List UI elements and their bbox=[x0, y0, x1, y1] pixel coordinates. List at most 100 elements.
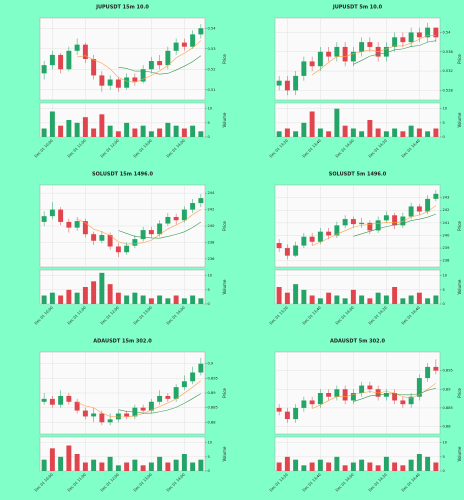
volume-bar bbox=[157, 128, 163, 137]
moving-average-line bbox=[312, 383, 437, 409]
volume-tick-label: 5 bbox=[208, 121, 210, 125]
volume-bar bbox=[140, 125, 146, 137]
y-tick-label: 0.528 bbox=[443, 88, 454, 92]
volume-bar bbox=[58, 295, 64, 304]
x-tick-label: Dec 01 14:40 bbox=[401, 472, 421, 492]
volume-bar bbox=[425, 456, 431, 471]
candle-body bbox=[416, 378, 422, 397]
x-tick-label: Dec 01 14:20 bbox=[368, 305, 388, 325]
moving-average-line bbox=[77, 380, 202, 418]
y-tick-label: 239 bbox=[443, 246, 451, 250]
x-tick-label: Dec 01 14:40 bbox=[401, 305, 421, 325]
volume-bar bbox=[416, 128, 422, 137]
volume-bar bbox=[375, 292, 381, 304]
candle-body bbox=[198, 28, 204, 35]
volume-axis-label: Volume bbox=[222, 446, 227, 461]
candle-body bbox=[383, 393, 389, 397]
volume-bar bbox=[41, 128, 47, 137]
volume-tick-label: 10 bbox=[208, 441, 213, 445]
candle-body bbox=[416, 32, 422, 38]
candle-body bbox=[350, 51, 356, 62]
candle-body bbox=[392, 215, 398, 226]
candle-body bbox=[293, 407, 299, 420]
volume-bar bbox=[408, 459, 414, 471]
volume-bar bbox=[165, 462, 171, 471]
candle-body bbox=[326, 231, 332, 236]
volume-bar bbox=[181, 298, 187, 304]
candle-body bbox=[276, 80, 282, 86]
volume-bar bbox=[115, 131, 121, 137]
candle-body bbox=[132, 77, 138, 82]
volume-axis-label: Volume bbox=[457, 446, 462, 461]
volume-bar bbox=[132, 128, 138, 137]
moving-average-line bbox=[353, 40, 436, 65]
candle-body bbox=[198, 363, 204, 373]
volume-bar bbox=[99, 272, 105, 304]
candle-body bbox=[400, 400, 406, 405]
x-tick-label: Dec 01 14:00 bbox=[335, 138, 355, 158]
volume-tick-label: 5 bbox=[208, 288, 210, 292]
y-axis-label: Price bbox=[222, 54, 227, 64]
volume-bar bbox=[425, 131, 431, 137]
x-tick-label: Dec 01 14:40 bbox=[401, 138, 421, 158]
volume-bar bbox=[82, 117, 88, 137]
volume-bar bbox=[41, 295, 47, 304]
chart-title: SOLUSDT 15m 1496.0 bbox=[92, 172, 154, 178]
candle-body bbox=[433, 27, 439, 38]
y-tick-label: 0.885 bbox=[208, 406, 218, 410]
candle-body bbox=[293, 245, 299, 256]
volume-bar bbox=[66, 289, 72, 304]
volume-bar bbox=[375, 465, 381, 471]
volume-bar bbox=[359, 459, 365, 471]
x-tick-label: Dec 01 11:00 bbox=[67, 138, 87, 158]
volume-bar bbox=[49, 448, 55, 471]
moving-average-line bbox=[312, 205, 437, 246]
y-tick-label: 238 bbox=[443, 259, 451, 263]
candle-body bbox=[74, 44, 80, 51]
chart-title: JUPUSDT 15m 10.0 bbox=[95, 5, 149, 11]
candle-body bbox=[99, 235, 105, 241]
volume-bar bbox=[173, 125, 179, 137]
volume-bar bbox=[198, 131, 204, 137]
volume-bar bbox=[74, 292, 80, 304]
candle-body bbox=[173, 216, 179, 221]
volume-bar bbox=[91, 128, 97, 137]
candle-body bbox=[58, 395, 64, 405]
y-tick-label: 241 bbox=[443, 221, 450, 225]
candle-body bbox=[400, 216, 406, 226]
candle-body bbox=[334, 225, 340, 236]
candle-body bbox=[367, 42, 373, 47]
volume-panel bbox=[39, 269, 206, 305]
candle-body bbox=[124, 413, 130, 417]
candle-body bbox=[400, 37, 406, 43]
candle-body bbox=[124, 77, 130, 88]
volume-bar bbox=[124, 122, 130, 137]
y-tick-label: 0.885 bbox=[443, 406, 453, 410]
volume-bar bbox=[49, 111, 55, 137]
volume-bar bbox=[132, 459, 138, 471]
volume-bar bbox=[317, 298, 323, 304]
moving-average-line bbox=[353, 213, 436, 237]
candle-body bbox=[173, 387, 179, 399]
volume-tick-label: 0 bbox=[208, 135, 211, 139]
volume-bar bbox=[375, 128, 381, 137]
x-tick-label: Dec 01 10:00 bbox=[34, 138, 54, 158]
candle-body bbox=[181, 209, 187, 221]
volume-bar bbox=[433, 295, 439, 304]
candle-body bbox=[359, 42, 365, 52]
candle-body bbox=[140, 230, 146, 240]
candle-body bbox=[82, 44, 88, 59]
candle-body bbox=[309, 61, 315, 67]
volume-bar bbox=[284, 128, 290, 137]
volume-axis-label: Volume bbox=[222, 279, 227, 294]
volume-bar bbox=[91, 281, 97, 304]
volume-bar bbox=[165, 122, 171, 137]
y-tick-label: 0.54 bbox=[208, 26, 217, 30]
volume-bar bbox=[66, 445, 72, 471]
y-axis-label: Price bbox=[457, 221, 462, 231]
candle-body bbox=[107, 235, 113, 247]
candle-body bbox=[165, 395, 171, 399]
moving-average-line bbox=[118, 55, 202, 75]
x-tick-label: Dec 01 14:00 bbox=[166, 138, 186, 158]
candle-body bbox=[276, 407, 282, 412]
